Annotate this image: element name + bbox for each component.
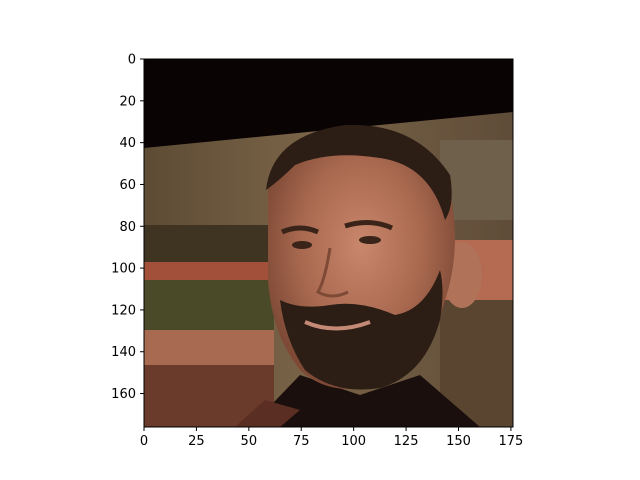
axes-frame — [143, 58, 514, 428]
x-axis: 0 25 50 75 100 125 150 175 — [140, 427, 523, 449]
photo-eye — [359, 236, 381, 244]
photo-eyebrow — [280, 225, 320, 235]
y-tick-label: 160 — [111, 387, 136, 402]
photo-stripe — [144, 280, 274, 330]
x-tick-label: 25 — [188, 434, 205, 449]
photo-stripe — [144, 262, 274, 280]
x-tick-label: 0 — [140, 434, 148, 449]
photo-stripe — [144, 225, 274, 265]
y-tick-label: 80 — [119, 220, 136, 235]
y-tick-label: 140 — [111, 345, 136, 360]
photo-eyebrow — [344, 220, 394, 231]
photo-stripe — [144, 330, 274, 365]
y-tick-label: 100 — [111, 262, 136, 277]
x-tick-label: 100 — [341, 434, 366, 449]
photo-shoulder — [235, 400, 300, 427]
y-tick-label: 20 — [119, 94, 136, 109]
y-axis: 0 20 40 60 80 100 120 140 160 — [111, 53, 144, 402]
photo-collar — [250, 375, 480, 427]
x-tick-label: 175 — [498, 434, 523, 449]
photo-mouth — [304, 320, 371, 331]
x-tick-label: 50 — [241, 434, 258, 449]
photo-nose — [315, 247, 349, 298]
photo-beard — [280, 270, 443, 390]
x-tick-label: 125 — [394, 434, 419, 449]
y-tick-label: 40 — [119, 136, 136, 151]
x-tick-label: 150 — [446, 434, 471, 449]
photo-hair — [266, 124, 452, 220]
photo — [144, 59, 513, 427]
photo-top-band — [144, 59, 513, 148]
x-tick-label: 75 — [293, 434, 310, 449]
y-tick-label: 120 — [111, 303, 136, 318]
y-tick-label: 0 — [128, 53, 136, 68]
photo-eye — [292, 241, 312, 249]
y-tick-label: 60 — [119, 178, 136, 193]
